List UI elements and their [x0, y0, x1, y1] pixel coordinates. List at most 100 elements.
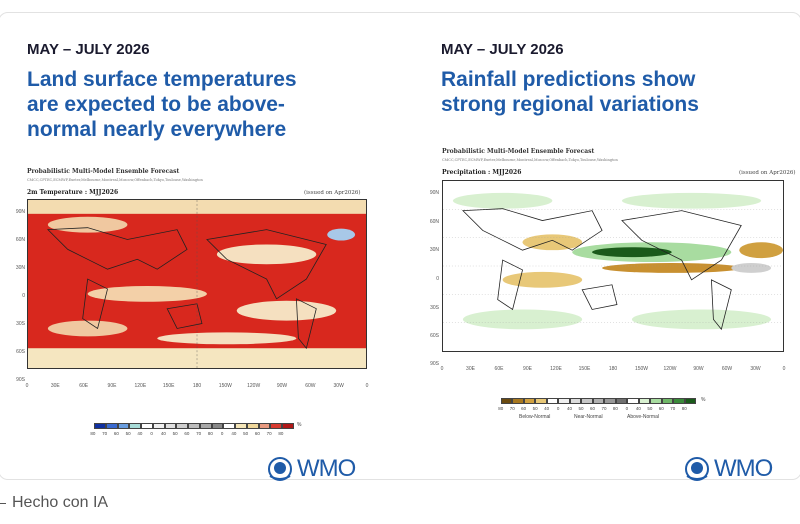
lon-label: 60W: [305, 383, 316, 389]
colorbar-label: 50: [647, 406, 653, 411]
ai-label-icon: [0, 502, 6, 504]
lon-label: 150W: [634, 366, 649, 372]
lat-label: 60N: [429, 219, 439, 225]
lon-label: 30E: [50, 383, 60, 389]
colorbar-labels: 80 70 60 50 40 0 40 50 60 70 80 0 40 50 60 70 80: [495, 406, 690, 411]
lon-label: 150W: [218, 383, 232, 389]
colorbar-swatch: [105, 423, 118, 429]
colorbar-label: 40: [231, 431, 237, 436]
forecast-centres: CMCC,CPTEC,ECMWF,Exeter,Melbourne,Montre…: [27, 178, 203, 182]
colorbar-swatch: [246, 423, 259, 429]
lat-label: 0: [436, 276, 439, 282]
colorbar-swatch: [211, 423, 224, 429]
colorbar-label: 40: [567, 406, 573, 411]
lon-label: 30W: [750, 366, 761, 372]
headline-line: Land surface temperatures: [27, 68, 297, 91]
colorbar-label: 80: [612, 406, 618, 411]
colorbar-label: 60: [521, 406, 527, 411]
lon-label: 60E: [494, 366, 504, 372]
colorbar-swatch: [176, 423, 189, 429]
colorbar-swatch: [615, 398, 628, 404]
colorbar-label: 80: [207, 431, 213, 436]
lon-label: 90E: [523, 366, 532, 372]
colorbar-swatch: [592, 398, 605, 404]
colorbar-label: 60: [113, 431, 119, 436]
lon-label: 90W: [276, 383, 288, 389]
colorbar-swatch: [581, 398, 593, 404]
colorbar-swatch: [512, 398, 524, 404]
lon-label: 90W: [693, 366, 704, 372]
lon-label: 120E: [550, 366, 562, 372]
variable-label: Precipitation : MJJ2026: [442, 169, 522, 176]
colorbar-labels: 80 70 60 50 40 0 40 50 60 70 80 0 40 50 60 70 80: [87, 431, 287, 436]
headline-line: normal nearly everywhere: [27, 118, 287, 141]
colorbar: [501, 398, 696, 404]
colorbar-label: 60: [589, 406, 595, 411]
colorbar-swatch: [535, 398, 547, 404]
wmo-emblem-icon: [685, 457, 709, 481]
wmo-logo: WMO: [684, 455, 773, 483]
colorbar-swatch: [129, 423, 142, 429]
colorbar-label: 40: [160, 431, 166, 436]
wmo-logo-text: WMO: [714, 455, 773, 482]
colorbar-swatch: [152, 423, 165, 429]
colorbar-label: 50: [172, 431, 178, 436]
colorbar-label: 70: [266, 431, 272, 436]
colorbar-swatch: [558, 398, 570, 404]
post-image-card: MAY – JULY 2026 Land surface temperature…: [0, 12, 800, 483]
lon-label: 120W: [663, 366, 677, 372]
category-label: Above-Normal: [627, 414, 659, 420]
lat-label: 90S: [430, 361, 439, 367]
colorbar-label: 60: [254, 431, 260, 436]
colorbar-swatch: [684, 398, 696, 404]
colorbar-swatch: [188, 423, 200, 429]
lon-label: 30W: [333, 383, 344, 389]
ai-label-text: Hecho con IA: [12, 494, 109, 511]
headline-line: strong regional variations: [441, 93, 699, 116]
colorbar-swatch: [604, 398, 616, 404]
lon-label: 0: [782, 366, 786, 372]
lon-label: 150E: [578, 366, 591, 372]
lon-label: 120E: [134, 383, 147, 389]
colorbar-label: 0: [556, 406, 560, 411]
colorbar-label: 70: [196, 431, 202, 436]
colorbar: [94, 423, 295, 429]
colorbar-swatch: [94, 423, 106, 429]
lat-label: 60S: [430, 333, 439, 339]
lat-label: 90N: [429, 190, 439, 196]
colorbar-swatch: [117, 423, 130, 429]
lat-label: 0: [22, 293, 25, 299]
slide-headline: Land surface temperatures are expected t…: [27, 67, 297, 142]
colorbar-swatch: [270, 423, 283, 429]
colorbar-label: 60: [184, 431, 190, 436]
colorbar-label: 40: [544, 406, 550, 411]
colorbar-swatch: [282, 423, 295, 429]
colorbar-swatch: [235, 423, 247, 429]
wmo-logo: WMO: [267, 455, 356, 483]
colorbar-label: 0: [220, 431, 224, 436]
forecast-title: Probabilistic Multi-Model Ensemble Forec…: [442, 148, 595, 155]
colorbar-swatch: [638, 398, 651, 404]
lat-label: 90N: [15, 209, 25, 215]
colorbar-swatch: [650, 398, 662, 404]
colorbar-swatch: [523, 398, 536, 404]
colorbar-unit: %: [701, 397, 706, 403]
issued-label: (issued on Apr2026): [739, 170, 796, 176]
slide-date: MAY – JULY 2026: [27, 41, 150, 58]
colorbar-swatch: [661, 398, 674, 404]
colorbar-swatch: [627, 398, 639, 404]
temperature-map: [27, 199, 367, 369]
colorbar-label: 80: [498, 406, 504, 411]
colorbar-unit: %: [297, 422, 302, 428]
forecast-centres: CMCC,CPTEC,ECMWF,Exeter,Melbourne,Montre…: [442, 158, 618, 162]
lon-label: 0: [365, 383, 369, 389]
lat-label: 30S: [430, 305, 439, 311]
lon-label: 0: [25, 383, 29, 389]
colorbar-label: 0: [150, 431, 153, 436]
colorbar-swatch: [258, 423, 271, 429]
lat-label: 30S: [16, 321, 25, 327]
colorbar-swatch: [501, 398, 513, 404]
variable-label: 2m Temperature : MJJ2026: [27, 189, 119, 196]
colorbar-label: 70: [670, 406, 676, 411]
issued-label: (issued on Apr2026): [304, 190, 361, 196]
